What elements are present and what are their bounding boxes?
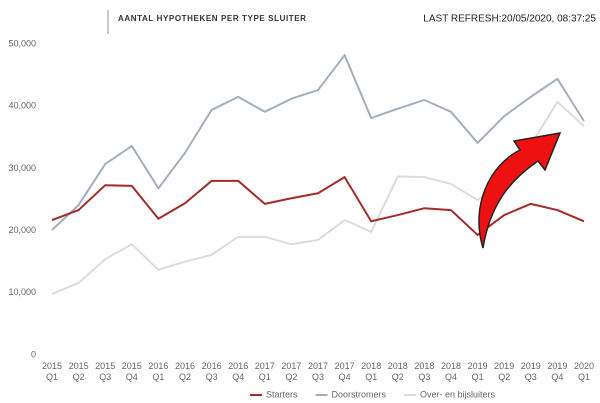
x-tick-year: 2018 <box>441 361 461 371</box>
y-tick-label: 40,000 <box>8 101 36 111</box>
x-tick-year: 2015 <box>122 361 142 371</box>
x-tick-quarter: Q2 <box>498 372 510 382</box>
x-tick-quarter: Q4 <box>551 372 563 382</box>
x-tick-label: 2019 Q2 <box>494 361 514 382</box>
x-tick-year: 2016 <box>175 361 195 371</box>
x-tick-quarter: Q4 <box>126 372 138 382</box>
x-tick-label: 2016 Q4 <box>228 361 248 382</box>
x-tick-quarter: Q1 <box>152 372 164 382</box>
x-tick-quarter: Q2 <box>285 372 297 382</box>
series-line <box>51 100 585 295</box>
x-tick-year: 2020 <box>574 361 594 371</box>
x-tick-label: 2018 Q3 <box>414 361 434 382</box>
x-tick-quarter: Q1 <box>259 372 271 382</box>
refresh-time: LAST REFRESH:20/05/2020, 08:37:25 <box>423 14 596 25</box>
x-tick-quarter: Q3 <box>525 372 537 382</box>
series-line <box>51 54 585 231</box>
x-tick-year: 2015 <box>95 361 115 371</box>
arrow-annotation <box>478 132 562 249</box>
series-line <box>51 176 585 236</box>
x-tick-label: 2018 Q4 <box>441 361 461 382</box>
legend-label: Over- en bijsluiters <box>420 389 496 399</box>
x-tick-quarter: Q1 <box>365 372 377 382</box>
x-tick-year: 2018 <box>414 361 434 371</box>
x-tick-label: 2016 Q2 <box>175 361 195 382</box>
x-tick-year: 2019 <box>468 361 488 371</box>
x-tick-label: 2017 Q4 <box>335 361 355 382</box>
x-tick-label: 2020 Q1 <box>574 361 594 382</box>
x-tick-year: 2015 <box>42 361 62 371</box>
x-tick-label: 2015 Q4 <box>122 361 142 382</box>
x-tick-label: 2017 Q2 <box>281 361 301 382</box>
x-tick-quarter: Q3 <box>99 372 111 382</box>
y-tick-label: 50,000 <box>8 38 36 48</box>
y-tick-label: 0 <box>31 349 36 359</box>
x-tick-label: 2018 Q2 <box>388 361 408 382</box>
x-tick-year: 2016 <box>202 361 222 371</box>
x-tick-label: 2015 Q1 <box>42 361 62 382</box>
x-tick-year: 2016 <box>148 361 168 371</box>
x-tick-label: 2017 Q1 <box>255 361 275 382</box>
x-tick-label: 2015 Q3 <box>95 361 115 382</box>
x-tick-label: 2019 Q3 <box>521 361 541 382</box>
x-tick-label: 2019 Q1 <box>468 361 488 382</box>
x-tick-year: 2018 <box>388 361 408 371</box>
x-tick-year: 2017 <box>335 361 355 371</box>
x-tick-quarter: Q3 <box>312 372 324 382</box>
x-tick-quarter: Q1 <box>578 372 590 382</box>
title-bar <box>107 10 109 34</box>
x-tick-year: 2016 <box>228 361 248 371</box>
legend-label: Starters <box>266 389 298 399</box>
x-tick-label: 2019 Q4 <box>547 361 567 382</box>
x-tick-quarter: Q1 <box>46 372 58 382</box>
x-tick-year: 2019 <box>494 361 514 371</box>
chart-title: AANTAL HYPOTHEKEN PER TYPE SLUITER <box>118 14 307 23</box>
x-tick-label: 2018 Q1 <box>361 361 381 382</box>
x-tick-year: 2019 <box>521 361 541 371</box>
y-tick-label: 20,000 <box>8 225 36 235</box>
legend-label: Doorstromers <box>332 389 387 399</box>
x-tick-quarter: Q1 <box>472 372 484 382</box>
x-tick-year: 2017 <box>308 361 328 371</box>
x-tick-year: 2017 <box>255 361 275 371</box>
x-tick-year: 2019 <box>547 361 567 371</box>
x-tick-label: 2015 Q2 <box>69 361 89 382</box>
y-tick-label: 30,000 <box>8 163 36 173</box>
x-tick-quarter: Q2 <box>392 372 404 382</box>
x-tick-quarter: Q2 <box>73 372 85 382</box>
x-tick-year: 2015 <box>69 361 89 371</box>
x-tick-quarter: Q4 <box>445 372 457 382</box>
x-tick-quarter: Q4 <box>232 372 244 382</box>
x-tick-year: 2017 <box>281 361 301 371</box>
x-tick-quarter: Q3 <box>418 372 430 382</box>
y-tick-label: 10,000 <box>8 287 36 297</box>
x-tick-quarter: Q2 <box>179 372 191 382</box>
x-tick-year: 2018 <box>361 361 381 371</box>
x-tick-label: 2017 Q3 <box>308 361 328 382</box>
x-tick-quarter: Q4 <box>339 372 351 382</box>
x-tick-quarter: Q3 <box>206 372 218 382</box>
x-tick-label: 2016 Q3 <box>202 361 222 382</box>
x-tick-label: 2016 Q1 <box>148 361 168 382</box>
